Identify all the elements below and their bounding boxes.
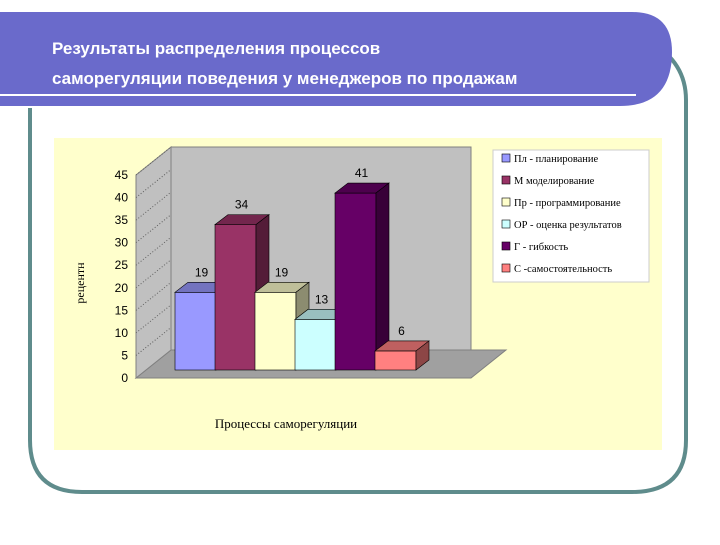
legend-swatch-2 <box>501 175 511 185</box>
bar-6 <box>374 340 430 371</box>
data-label-5: 41 <box>355 166 369 180</box>
data-label-1: 19 <box>195 265 209 279</box>
bar-front <box>254 291 297 371</box>
legend: Пл - планирование М моделирование Пр - про… <box>492 149 650 283</box>
y-tick-label: 20 <box>115 281 129 295</box>
legend-box <box>492 149 650 283</box>
slide-title-line-2: саморегуляции поведения у менеджеров по … <box>52 69 518 88</box>
y-tick-label: 0 <box>121 371 128 385</box>
legend-swatch-4 <box>501 219 511 229</box>
title-banner <box>0 12 672 106</box>
slide-title-line-1: Результаты распределения процессов <box>52 39 381 58</box>
bar-front <box>374 350 417 371</box>
y-tick-label: 45 <box>115 168 129 182</box>
data-label-2: 34 <box>235 198 249 212</box>
bar-front <box>334 192 377 371</box>
y-tick-label: 15 <box>115 303 129 317</box>
y-tick-label: 40 <box>115 191 129 205</box>
data-label-4: 13 <box>315 292 329 306</box>
y-axis-title: рецентн <box>73 262 87 304</box>
bar-front <box>294 319 337 371</box>
y-tick-label: 5 <box>121 348 128 362</box>
legend-entry-4: ОР - оценка результатов <box>514 220 622 231</box>
data-labels: 19 34 19 13 41 6 <box>195 166 405 338</box>
bar-5 <box>334 182 390 371</box>
data-label-6: 6 <box>398 324 405 338</box>
chart-side-wall <box>135 145 172 380</box>
y-axis: 0 5 10 15 20 25 30 35 40 45 <box>115 168 129 385</box>
bar-side <box>415 340 430 371</box>
legend-entry-1: Пл - планирование <box>514 154 599 165</box>
legend-swatch-5 <box>501 241 511 251</box>
legend-entry-6: С -самостоятельность <box>514 264 612 275</box>
legend-swatch-6 <box>501 263 511 273</box>
content-frame <box>28 40 688 494</box>
legend-entry-2: М моделирование <box>514 176 595 187</box>
legend-swatch-3 <box>501 197 511 207</box>
legend-entry-5: Г - гибкость <box>514 242 568 253</box>
y-tick-label: 30 <box>115 236 129 250</box>
y-tick-label: 25 <box>115 258 129 272</box>
y-tick-label: 35 <box>115 213 129 227</box>
y-tick-label: 10 <box>115 326 129 340</box>
data-label-3: 19 <box>275 265 289 279</box>
x-axis-title: Процессы саморегуляции <box>215 416 357 431</box>
legend-entry-3: Пр - программирование <box>514 198 621 209</box>
bar-front <box>174 291 217 371</box>
legend-swatch-1 <box>501 153 511 163</box>
bar-front <box>214 224 257 371</box>
bars <box>174 182 430 371</box>
